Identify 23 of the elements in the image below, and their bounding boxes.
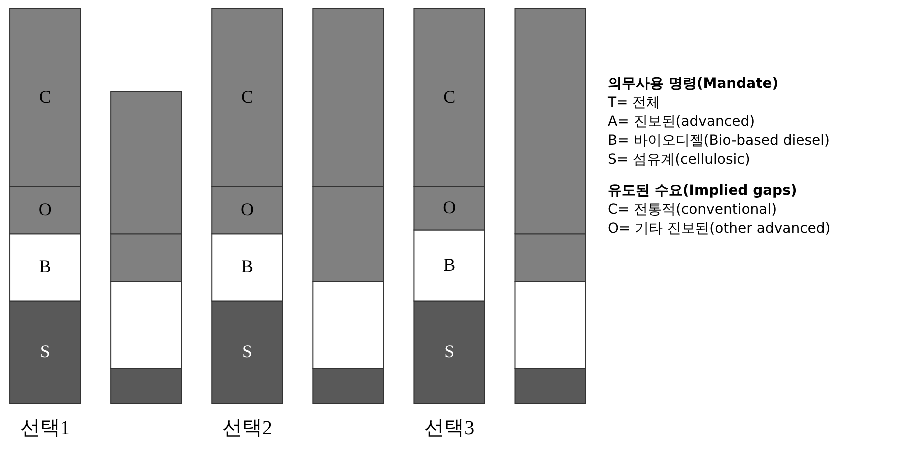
text: S [444, 342, 455, 362]
text: O [38, 199, 52, 220]
text: 의무사용 명령(Mandate) [608, 75, 780, 94]
text: B [241, 256, 254, 277]
text: C [444, 86, 456, 107]
series-label: O [443, 197, 456, 218]
text: T= 전체 [608, 94, 662, 113]
series-label: C [241, 86, 254, 107]
text: S= 섬유계(cellulosic) [608, 151, 752, 170]
text: S [40, 342, 50, 362]
text: C= 전통적(conventional) [608, 201, 778, 220]
text: B= 바이오디젤(Bio-based diesel) [608, 132, 831, 151]
x-tick-label: 선택2 [222, 418, 272, 440]
text: C [39, 86, 52, 107]
series-label: B [39, 256, 52, 277]
text: O= 기타 진보된(other advanced) [608, 220, 831, 239]
text: O [240, 199, 254, 220]
text: A= 진보된(advanced) [608, 113, 756, 132]
x-tick-label: 선택3 [424, 418, 475, 440]
text: B [444, 254, 456, 275]
text: 유도된 수요(Implied gaps) [608, 182, 798, 201]
x-tick-label: 선택1 [20, 418, 70, 440]
series-label: S [242, 342, 252, 362]
